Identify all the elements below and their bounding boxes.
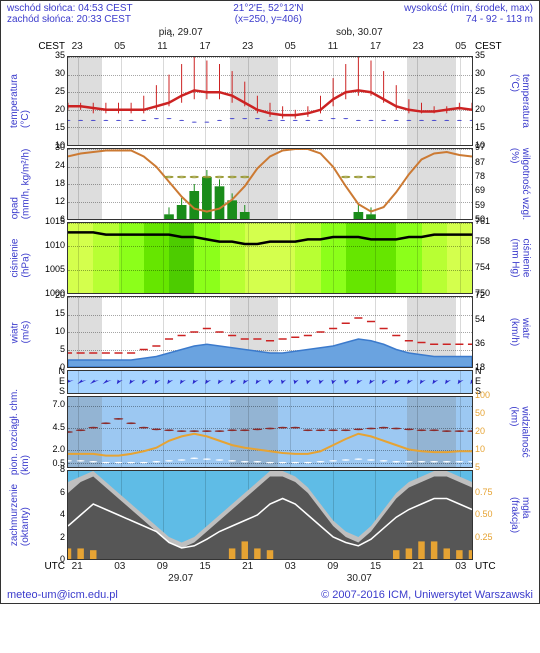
visibility-label-right: widzialność(km) (509, 406, 531, 457)
top-hour: 17 (199, 41, 210, 52)
header: wschód słońca: 04:53 CEST zachód słońca:… (1, 1, 539, 27)
time-axis-bottom-wrap: UTC 21 03 09 15 21 03 09 15 21 03 29.07 30.07 UTC (1, 561, 539, 587)
xaxis-bottom: 21 03 09 15 21 03 09 15 21 03 29.07 30.07 (67, 561, 473, 587)
precip-label-right: wilgotność wzgl.(%) (509, 148, 531, 220)
meteogram-root: wschód słońca: 04:53 CEST zachód słońca:… (0, 0, 540, 604)
header-center: 21°2'E, 52°12'N (x=250, y=406) (233, 3, 303, 25)
time-axis-top-wrap: CEST pią, 29.07sob, 30.07 23051117230511… (1, 27, 539, 55)
bottom-hour: 21 (413, 561, 424, 572)
bottom-hour: 21 (72, 561, 83, 572)
pressure-label-left: ciśnienie(hPa) (9, 239, 31, 278)
alt-label: wysokość (min, środek, max) (404, 3, 533, 14)
precip-label-left: opad(mm/h, kg/m²/h) (9, 149, 31, 220)
alt-value: 74 - 92 - 113 m (404, 14, 533, 25)
top-hour: 23 (72, 41, 83, 52)
top-hour: 05 (455, 41, 466, 52)
coord-text: 21°2'E, 52°12'N (233, 3, 303, 14)
bottom-hour: 03 (285, 561, 296, 572)
top-hour: 23 (242, 41, 253, 52)
visibility-wrap: pion. rozciągł. chm.(km)0.52.04.57.05102… (1, 395, 539, 469)
precip-panel (67, 148, 473, 220)
bottom-hour: 15 (199, 561, 210, 572)
top-hour: 05 (114, 41, 125, 52)
wind-panel (67, 296, 473, 368)
cloud-cover-wrap: zachmurzenie(oktanty)024680.250.500.75mg… (1, 469, 539, 561)
temperature-label-right: temperatura(°C) (509, 74, 531, 128)
cloud-cover-panel (67, 470, 473, 560)
pressure-wrap: ciśnienie(hPa)10001005101010157507547587… (1, 221, 539, 295)
footer-copyright: © 2007-2016 ICM, Uniwersytet Warszawski (321, 589, 533, 601)
temperature-panel (67, 56, 473, 146)
bottom-hour: 09 (157, 561, 168, 572)
visibility-panel (67, 396, 473, 468)
precip-wrap: opad(mm/h, kg/m²/h)612182430505969788797… (1, 147, 539, 221)
wind-wrap: wiatr(m/s)0510152018365472wiatr(km/h) (1, 295, 539, 369)
footer-email: meteo-um@icm.edu.pl (7, 589, 118, 601)
bottom-hour: 03 (455, 561, 466, 572)
panels-container: temperatura(°C)101520253035101520253035t… (1, 55, 539, 561)
top-hour: 11 (328, 41, 338, 52)
wind-dir-wrap: NESNES (1, 369, 539, 395)
sunrise-text: wschód słońca: 04:53 CEST (7, 3, 133, 14)
top-hour: 23 (413, 41, 424, 52)
bottom-hour: 15 (370, 561, 381, 572)
pressure-label-right: ciśnienie(mm Hg) (509, 239, 531, 278)
bottom-hour: 21 (242, 561, 253, 572)
day-label-bottom: 29.07 (168, 573, 193, 584)
utc-left: UTC (44, 561, 65, 572)
day-label-top: pią, 29.07 (159, 27, 203, 38)
pressure-panel (67, 222, 473, 294)
bottom-hour: 03 (114, 561, 125, 572)
day-label-bottom: 30.07 (347, 573, 372, 584)
sunset-text: zachód słońca: 20:33 CEST (7, 14, 133, 25)
footer: meteo-um@icm.edu.pl © 2007-2016 ICM, Uni… (1, 587, 539, 603)
header-right: wysokość (min, środek, max) 74 - 92 - 11… (404, 3, 533, 25)
wind-dir-panel (67, 370, 473, 394)
top-hour: 05 (285, 41, 296, 52)
header-left: wschód słońca: 04:53 CEST zachód słońca:… (7, 3, 133, 25)
utc-right: UTC (475, 561, 496, 572)
temperature-label-left: temperatura(°C) (9, 74, 31, 128)
day-label-top: sob, 30.07 (336, 27, 383, 38)
top-hour: 17 (370, 41, 381, 52)
visibility-label-left: pion. rozciągł. chm.(km) (9, 389, 31, 475)
cloud-cover-label-right: mgła(frakcja) (509, 497, 531, 533)
wind-label-left: wiatr(m/s) (9, 321, 31, 344)
grid-text: (x=250, y=406) (233, 14, 303, 25)
temperature-wrap: temperatura(°C)101520253035101520253035t… (1, 55, 539, 147)
wind-label-right: wiatr(km/h) (509, 318, 531, 346)
cloud-cover-label-left: zachmurzenie(oktanty) (9, 484, 31, 546)
top-hour: 11 (157, 41, 167, 52)
bottom-hour: 09 (327, 561, 338, 572)
time-header-top: pią, 29.07 sob, 30.07 23 05 11 17 23 05 11 17 23 0… (67, 27, 473, 55)
